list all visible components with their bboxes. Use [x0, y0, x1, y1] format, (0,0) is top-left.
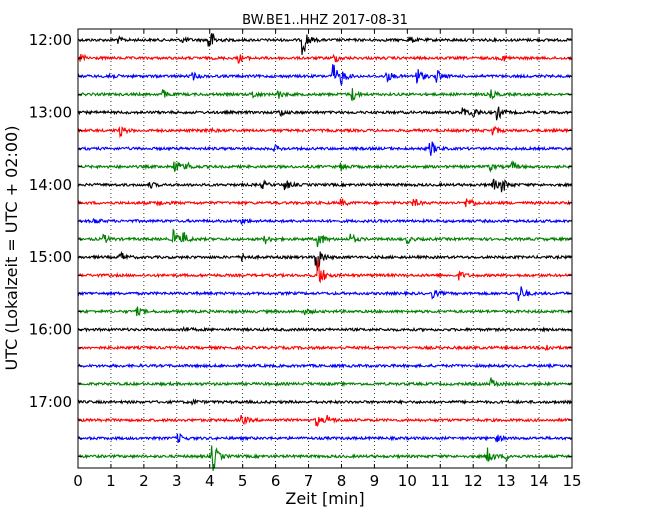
- x-axis-label: Zeit [min]: [285, 489, 364, 508]
- x-tick-label: 11: [431, 472, 450, 490]
- y-tick-label: 15:00: [29, 248, 72, 266]
- x-tick-label: 2: [139, 472, 149, 490]
- trace-1545: [77, 306, 573, 317]
- x-tick-label: 1: [106, 472, 116, 490]
- x-tick-label: 9: [370, 472, 380, 490]
- x-tick-label: 13: [497, 472, 516, 490]
- trace-1730: [77, 432, 572, 444]
- x-tick-label: 6: [271, 472, 281, 490]
- trace-1515: [77, 258, 572, 284]
- trace-1645: [77, 377, 572, 388]
- y-tick-label: 16:00: [29, 321, 72, 339]
- trace-1745: [77, 445, 572, 471]
- trace-1530: [77, 286, 572, 302]
- y-tick-label: 13:00: [29, 103, 72, 121]
- trace-1415: [77, 197, 572, 208]
- y-tick-label: 14:00: [29, 176, 72, 194]
- trace-1500: [77, 250, 572, 271]
- trace-1345: [77, 160, 572, 173]
- trace-1615: [77, 344, 572, 351]
- x-tick-label: 3: [172, 472, 182, 490]
- trace-1200: [77, 33, 572, 55]
- y-axis: 12:00 13:00 14:00 15:00 16:00 17:00: [29, 31, 572, 457]
- y-axis-label: UTC (Lokalzeit = UTC + 02:00): [2, 126, 21, 371]
- y-tick-label: 12:00: [29, 31, 72, 49]
- x-tick-label: 5: [238, 472, 248, 490]
- trace-1445: [77, 228, 572, 248]
- trace-1400: [78, 178, 573, 193]
- trace-1300: [77, 106, 572, 121]
- x-tick-label: 7: [304, 472, 314, 490]
- trace-1700: [77, 398, 572, 406]
- trace-1600: [77, 325, 572, 333]
- x-tick-label: 8: [337, 472, 347, 490]
- trace-1315: [77, 125, 572, 139]
- trace-1230: [77, 64, 572, 86]
- x-tick-label: 4: [205, 472, 215, 490]
- plot-frame: [77, 28, 573, 469]
- trace-1215: [77, 53, 572, 64]
- x-tick-label: 14: [530, 472, 549, 490]
- trace-1330: [77, 141, 572, 156]
- trace-1715: [77, 414, 572, 428]
- traces: [77, 33, 573, 471]
- x-tick-label: 10: [398, 472, 417, 490]
- trace-1630: [77, 362, 572, 370]
- chart-title: BW.BE1..HHZ 2017-08-31: [242, 13, 408, 28]
- x-tick-label: 0: [73, 472, 83, 490]
- trace-1245: [77, 88, 572, 102]
- y-tick-label: 17:00: [29, 393, 72, 411]
- x-axis: 0 1 2 3 4 5 6 7 8 9 10 11 12 13 14 15: [73, 29, 582, 490]
- x-tick-label: 15: [562, 472, 581, 490]
- x-tick-label: 12: [464, 472, 483, 490]
- trace-1430: [77, 217, 572, 226]
